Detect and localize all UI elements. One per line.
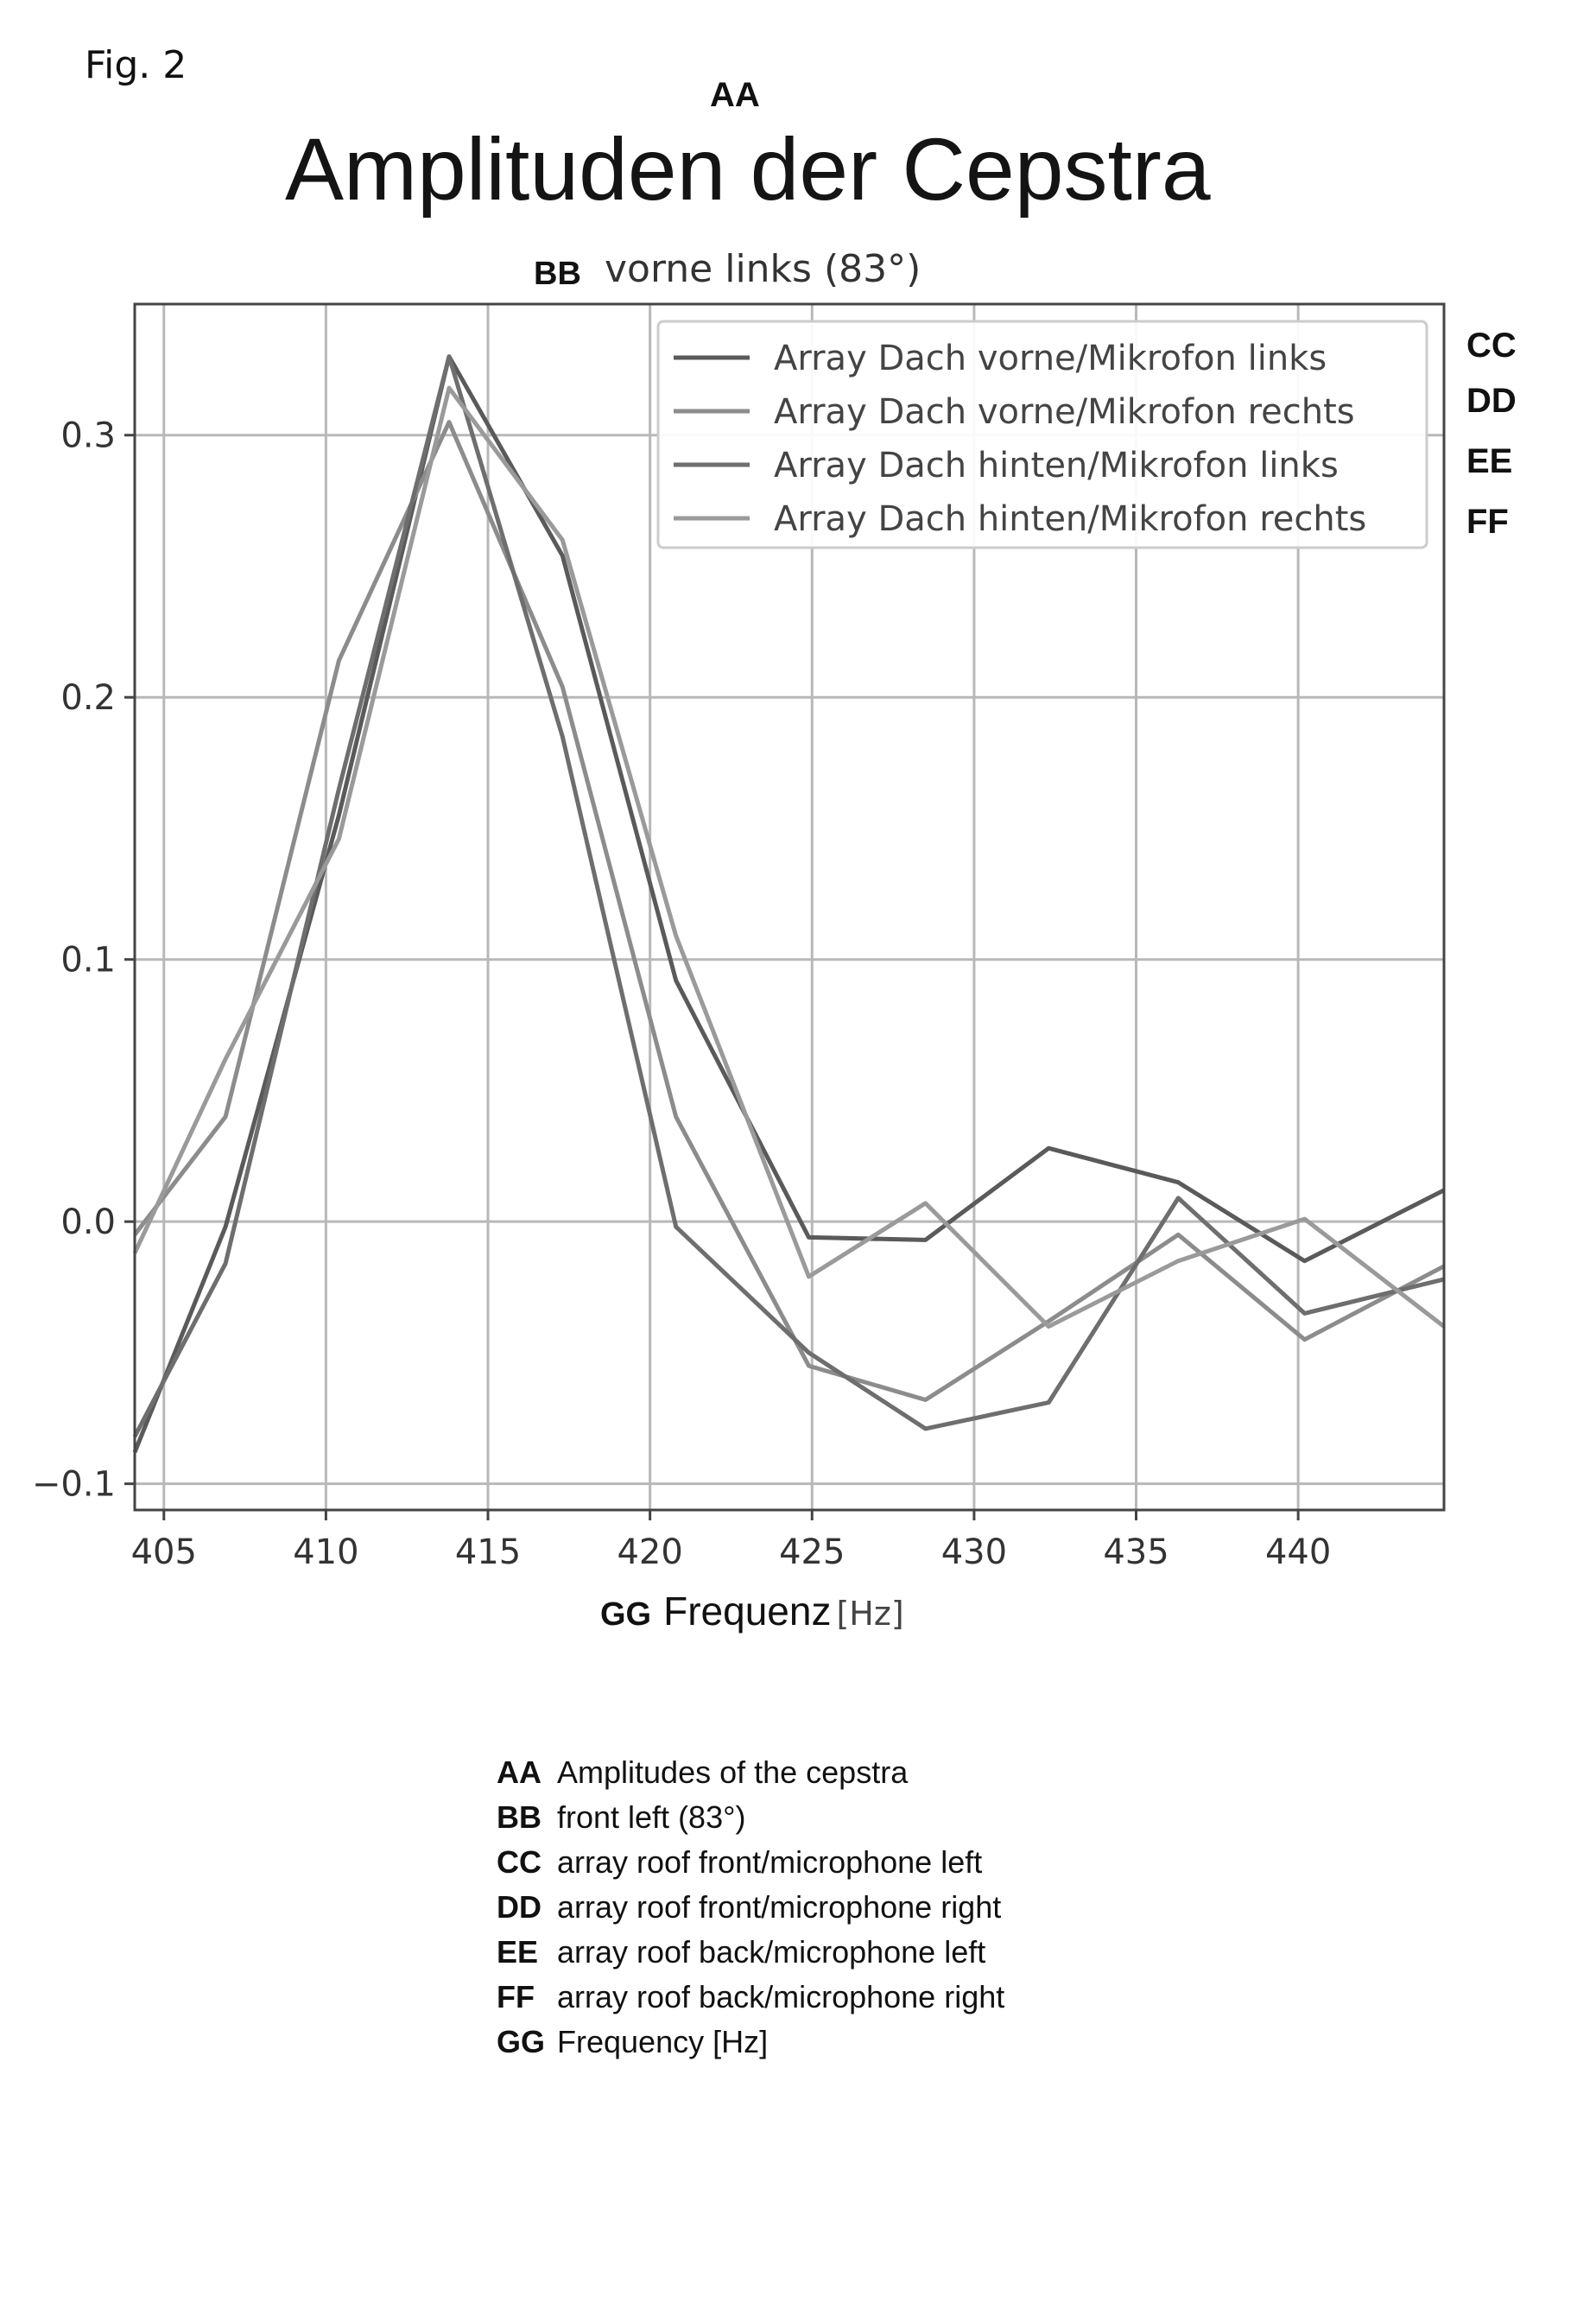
axis-ticks: 405 410 415 420 425 430 435 440 −0.1 0.0 0.1 0.2 0.3 xyxy=(32,416,1331,1572)
x-axis-label: Frequenz xyxy=(663,1589,832,1634)
series-lines xyxy=(132,354,1446,1454)
x-tick-label: 410 xyxy=(293,1532,358,1572)
glossary-row: GG Frequency [Hz] xyxy=(497,2020,1004,2065)
series-line-4 xyxy=(132,385,1446,1329)
y-tick-label: −0.1 xyxy=(32,1465,116,1505)
y-tick-label: 0.3 xyxy=(60,416,116,456)
x-tick-label: 440 xyxy=(1265,1532,1331,1572)
x-tick-label: 420 xyxy=(617,1532,682,1572)
glossary-code: EE xyxy=(497,1934,539,1970)
glossary-code: BB xyxy=(497,1799,542,1835)
series-line-3 xyxy=(132,354,1445,1438)
glossary-code: GG xyxy=(497,2024,546,2059)
legend-label: Array Dach vorne/Mikrofon rechts xyxy=(774,392,1355,432)
glossary-text: front left (83°) xyxy=(557,1799,746,1835)
figure-label: Fig. 2 xyxy=(85,43,187,87)
glossary-row: AA Amplitudes of the cepstra xyxy=(497,1750,1004,1795)
glossary-row: DD array roof front/microphone right xyxy=(497,1885,1004,1930)
x-tick-label: 430 xyxy=(941,1532,1007,1572)
glossary: AA Amplitudes of the cepstra BB front left… xyxy=(497,1750,1004,2065)
chart-title: Amplituden der Cepstra xyxy=(285,120,1211,219)
x-tick-label: 435 xyxy=(1103,1532,1168,1572)
glossary-code: FF xyxy=(497,1979,535,2014)
glossary-row: FF array roof back/microphone right xyxy=(497,1975,1004,2020)
x-tick-label: 405 xyxy=(131,1532,197,1572)
x-axis-unit: [Hz] xyxy=(836,1595,904,1633)
plot-frame xyxy=(133,302,1446,1512)
y-tick-label: 0.1 xyxy=(60,941,116,980)
chart-subtitle: vorne links (83°) xyxy=(605,247,922,291)
x-axis-label-group: GG Frequenz [Hz] xyxy=(600,1588,904,1634)
glossary-text: Frequency [Hz] xyxy=(557,2024,769,2059)
legend: Array Dach vorne/Mikrofon links Array Dac… xyxy=(656,320,1428,549)
glossary-row: BB front left (83°) xyxy=(497,1795,1004,1840)
glossary-code: CC xyxy=(497,1844,542,1880)
glossary-text: array roof back/microphone right xyxy=(557,1979,1005,2014)
legend-code-ee: EE xyxy=(1466,442,1513,480)
glossary-row: EE array roof back/microphone left xyxy=(497,1930,1004,1975)
glossary-code: AA xyxy=(497,1754,542,1790)
y-tick-label: 0.0 xyxy=(60,1202,116,1242)
glossary-text: array roof back/microphone left xyxy=(557,1934,986,1970)
series-line-2 xyxy=(133,420,1446,1402)
glossary-text: array roof front/microphone right xyxy=(557,1889,1002,1925)
legend-code-cc: CC xyxy=(1466,327,1517,365)
subtitle-code: BB xyxy=(534,256,581,292)
glossary-text: Amplitudes of the cepstra xyxy=(557,1754,909,1790)
chart: 405 410 415 420 425 430 435 440 −0.1 0.0 0.1 0.2 0.3… xyxy=(32,302,1446,1572)
glossary-row: CC array roof front/microphone left xyxy=(497,1840,1004,1885)
x-tick-label: 415 xyxy=(455,1532,521,1572)
title-code: AA xyxy=(710,76,760,114)
glossary-text: array roof front/microphone left xyxy=(557,1844,983,1880)
y-tick-label: 0.2 xyxy=(60,678,116,718)
legend-code-ff: FF xyxy=(1466,503,1509,541)
xlabel-code: GG xyxy=(600,1596,652,1633)
legend-code-dd: DD xyxy=(1466,382,1517,420)
legend-label: Array Dach hinten/Mikrofon rechts xyxy=(774,499,1366,539)
x-tick-label: 425 xyxy=(779,1532,845,1572)
legend-label: Array Dach hinten/Mikrofon links xyxy=(774,446,1339,485)
glossary-code: DD xyxy=(497,1889,542,1925)
legend-label: Array Dach vorne/Mikrofon links xyxy=(774,339,1327,378)
legend-box xyxy=(656,320,1428,549)
